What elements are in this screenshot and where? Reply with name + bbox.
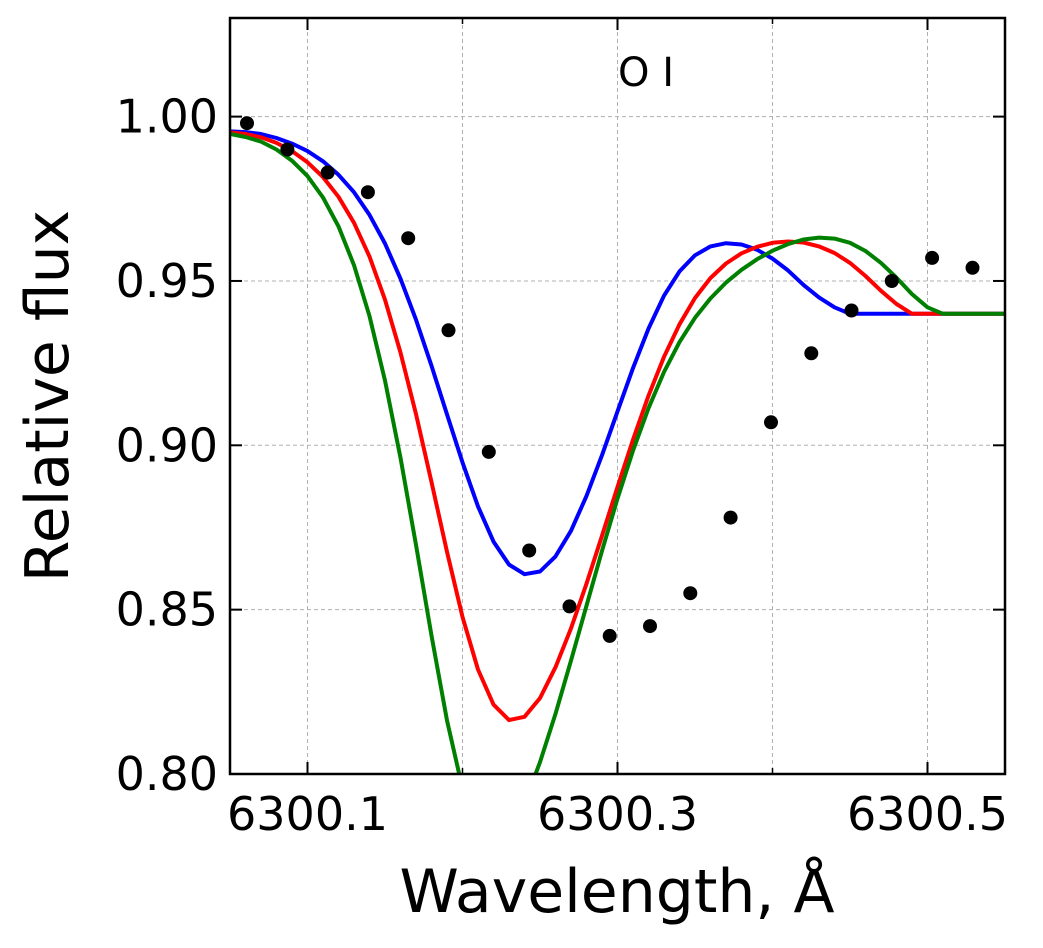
- data-point: [925, 250, 940, 265]
- y-tick-label: 0.85: [116, 583, 218, 637]
- data-point: [522, 543, 537, 558]
- x-tick-label: 6300.3: [537, 787, 698, 841]
- annotation-label: O I: [618, 50, 674, 96]
- data-point: [804, 346, 819, 361]
- data-point: [280, 142, 295, 157]
- data-point: [643, 619, 657, 634]
- y-tick-label: 0.95: [116, 254, 218, 308]
- series-line-1: [230, 129, 1005, 577]
- plot-frame: [228, 16, 1007, 776]
- x-tick-label: 6300.1: [227, 787, 388, 841]
- data-point: [764, 415, 778, 430]
- x-axis-label: Wavelength, Å: [399, 856, 834, 927]
- y-tick-label: 1.00: [116, 90, 218, 144]
- data-point: [884, 274, 899, 288]
- series-line-3: [230, 132, 1005, 774]
- data-point: [965, 260, 980, 275]
- data-point: [360, 185, 375, 200]
- series-layer: [230, 116, 1005, 774]
- x-tick-label: 6300.5: [847, 787, 1008, 841]
- data-point: [723, 510, 738, 525]
- tick-labels: 6300.1 6300.3 6300.5 0.80 0.85 0.90 0.95 1.00: [116, 90, 1008, 841]
- data-point: [240, 116, 254, 131]
- data-point: [401, 231, 416, 246]
- y-tick-label: 0.80: [116, 747, 218, 801]
- data-point: [683, 586, 698, 601]
- y-axis-label: Relative flux: [13, 210, 83, 582]
- data-point: [562, 599, 577, 614]
- data-point: [844, 303, 859, 318]
- data-point: [602, 628, 617, 643]
- series-line-2: [230, 130, 1005, 723]
- y-tick-label: 0.90: [116, 418, 218, 472]
- data-point: [320, 165, 335, 180]
- data-point: [481, 444, 496, 459]
- data-point: [441, 323, 456, 338]
